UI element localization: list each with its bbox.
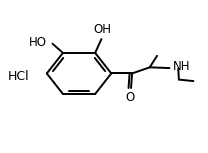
Text: OH: OH: [93, 23, 111, 36]
Text: HO: HO: [29, 36, 47, 49]
Text: HCl: HCl: [8, 70, 30, 83]
Text: O: O: [125, 91, 135, 104]
Text: NH: NH: [173, 60, 191, 73]
